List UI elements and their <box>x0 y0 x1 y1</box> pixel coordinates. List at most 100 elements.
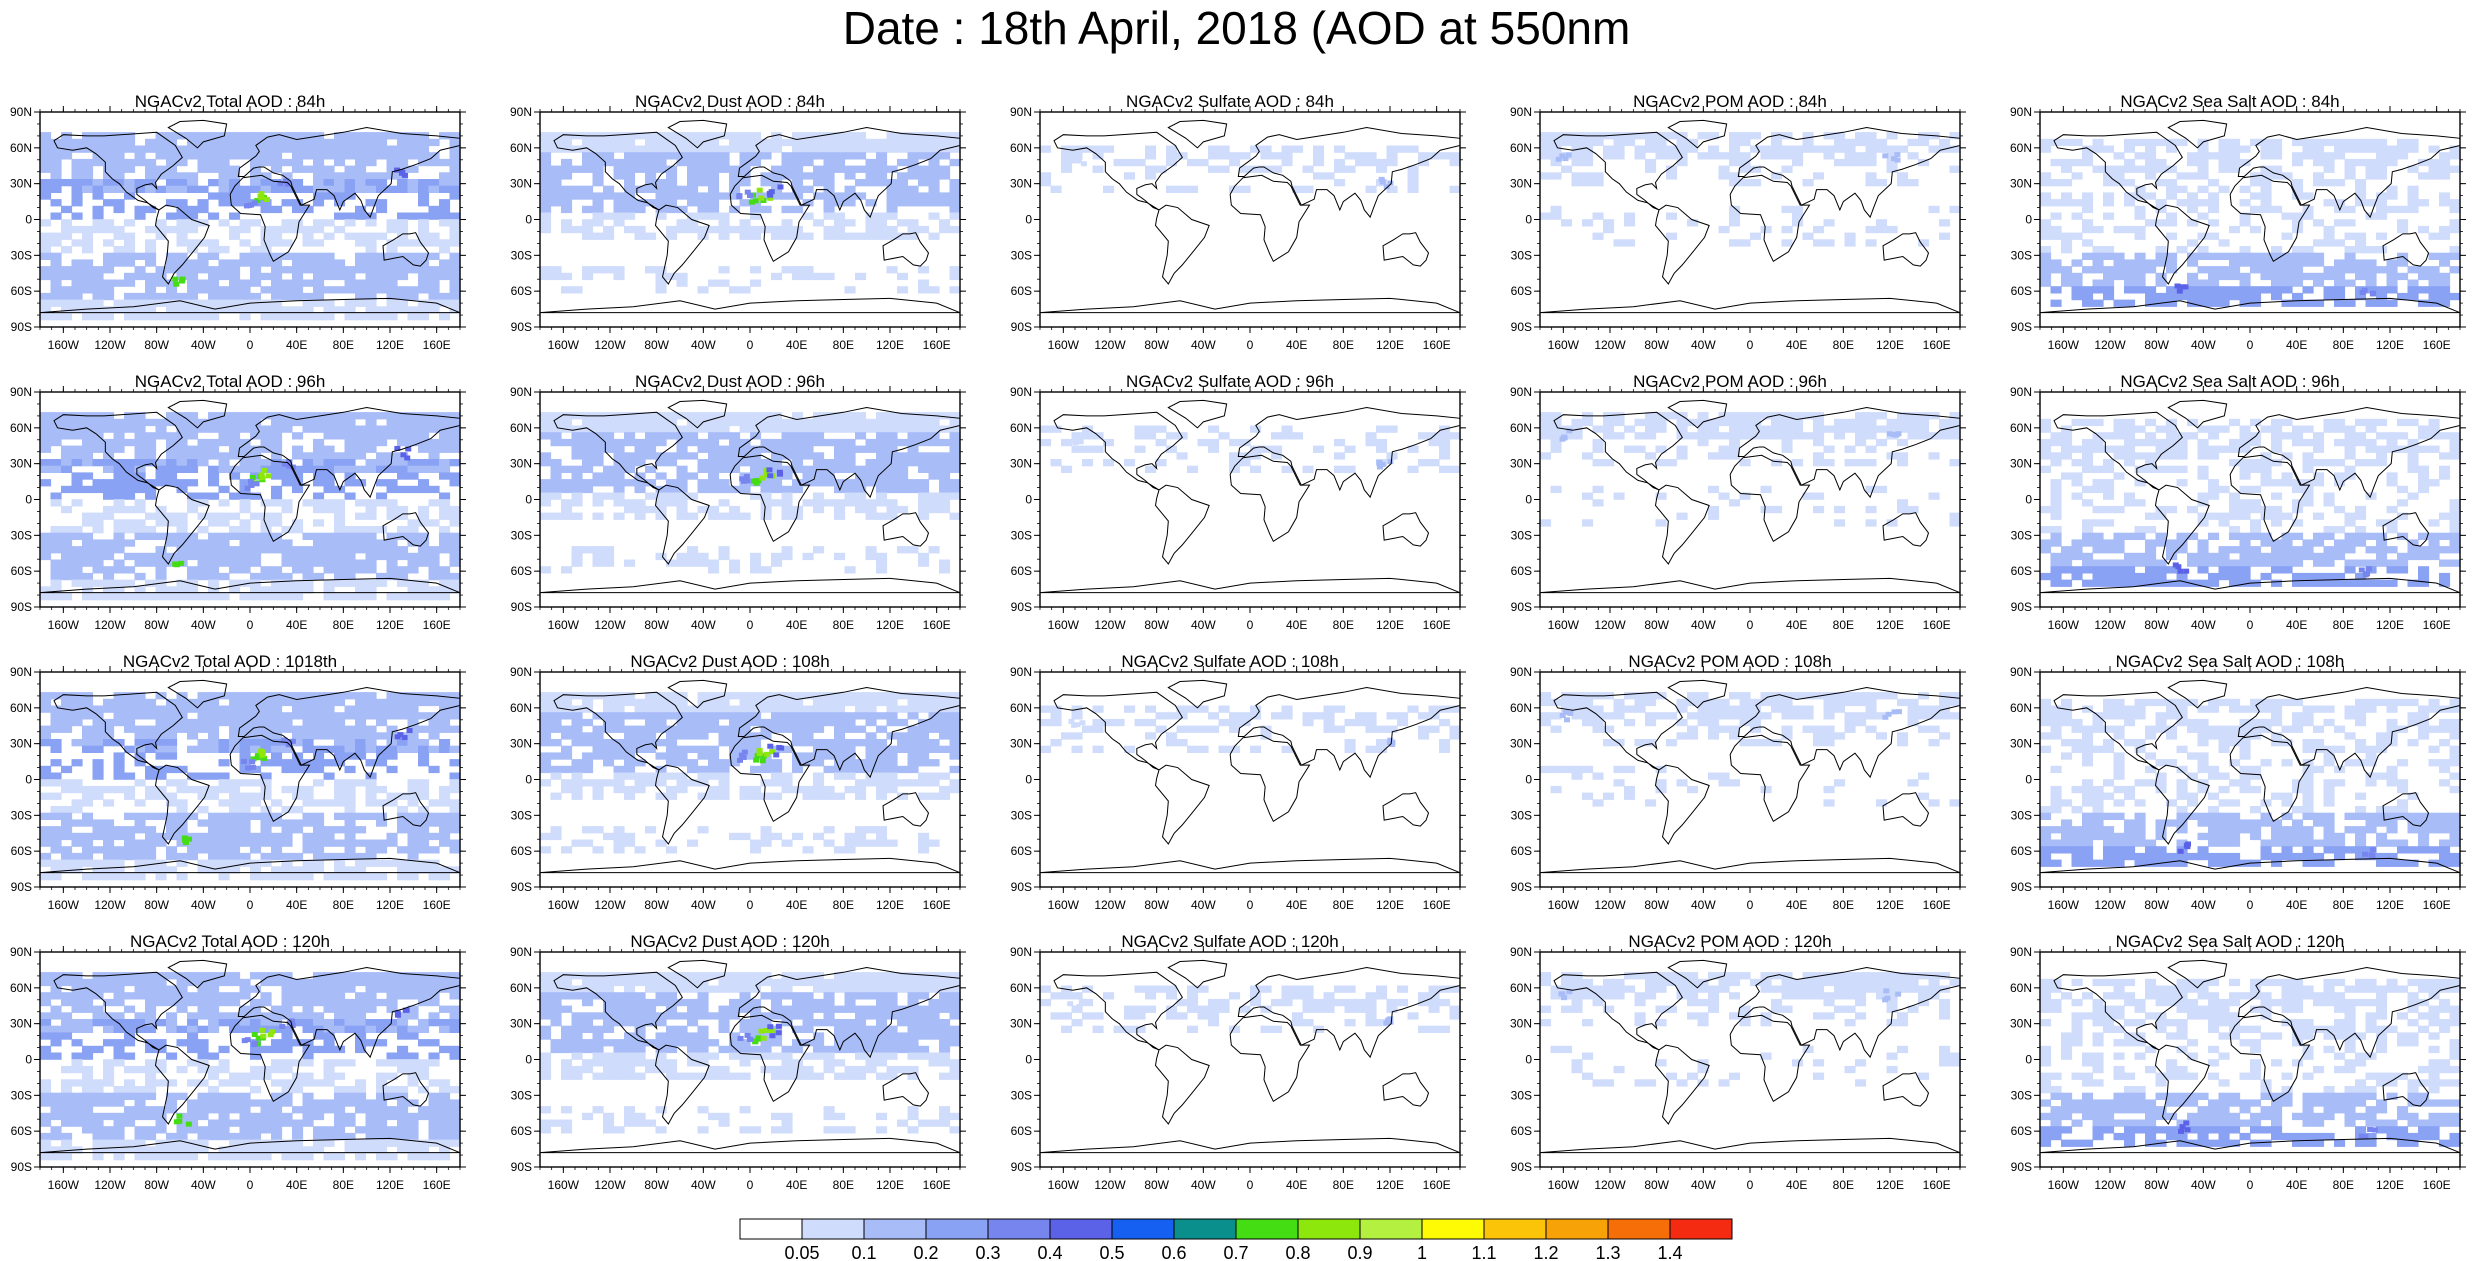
aod-hotspot <box>1562 156 1569 162</box>
aod-cell <box>645 199 657 207</box>
aod-cell <box>1708 152 1720 160</box>
aod-hotspot <box>2361 287 2368 293</box>
aod-cell <box>1666 132 1678 140</box>
aod-cell <box>907 138 919 147</box>
aod-cell <box>813 499 825 507</box>
aod-cell <box>834 199 846 207</box>
aod-cell <box>2260 199 2272 207</box>
aod-cell <box>155 138 167 147</box>
aod-cell <box>439 492 451 500</box>
aod-cell <box>792 232 804 240</box>
lon-label: 80E <box>1333 338 1354 352</box>
lat-label: 90S <box>2011 320 2032 334</box>
aod-cell <box>197 306 209 314</box>
aod-cell <box>50 232 62 240</box>
aod-cell <box>1407 445 1419 453</box>
coastline-africa <box>2229 174 2311 263</box>
aod-cell <box>428 205 440 214</box>
aod-cell <box>418 459 430 467</box>
aod-cell <box>886 179 898 187</box>
aod-cell <box>2134 266 2146 274</box>
aod-cell <box>718 232 730 240</box>
aod-cell <box>886 192 898 200</box>
aod-cell <box>355 286 367 294</box>
aod-cell <box>103 593 115 601</box>
aod-cell <box>655 165 667 173</box>
aod-cell <box>281 465 293 473</box>
aod-cell <box>687 132 699 140</box>
aod-cell <box>92 593 104 601</box>
aod-cell <box>134 459 146 467</box>
aod-cell <box>781 438 793 447</box>
aod-cell <box>439 593 451 601</box>
aod-cell <box>176 219 188 227</box>
aod-cell <box>428 292 440 301</box>
aod-cell <box>313 145 325 153</box>
aod-cell <box>82 232 94 240</box>
aod-cell <box>760 499 772 507</box>
aod-cell <box>1271 165 1283 173</box>
aod-cell <box>50 559 62 567</box>
aod-cell <box>540 512 552 520</box>
aod-cell <box>2103 252 2115 260</box>
aod-cell <box>397 472 409 480</box>
aod-cell <box>550 192 562 200</box>
aod-cell <box>250 552 262 561</box>
aod-cell <box>239 526 251 534</box>
aod-hotspot <box>405 446 412 452</box>
aod-cell <box>145 179 157 187</box>
aod-cell <box>2050 179 2062 187</box>
aod-cell <box>166 179 178 187</box>
aod-cell <box>260 445 272 453</box>
coastline-north-america <box>53 131 183 211</box>
aod-cell <box>103 259 115 267</box>
aod-cell <box>439 526 451 534</box>
aod-cell <box>760 138 772 147</box>
aod-cell <box>708 479 720 487</box>
aod-cell <box>886 432 898 440</box>
aod-hotspot <box>777 184 784 190</box>
aod-cell <box>439 546 451 554</box>
aod-cell <box>407 552 419 561</box>
aod-cell <box>645 492 657 500</box>
aod-cell <box>834 165 846 173</box>
aod-cell <box>823 132 835 140</box>
aod-cell <box>2292 158 2304 167</box>
aod-cell <box>2145 192 2157 200</box>
aod-cell <box>876 225 888 234</box>
aod-cell <box>1365 432 1377 440</box>
aod-cell <box>603 225 615 234</box>
aod-cell <box>407 432 419 440</box>
aod-cell <box>197 552 209 561</box>
aod-cell <box>449 519 461 527</box>
aod-cell <box>1166 445 1178 453</box>
coastline-greenland <box>667 399 728 429</box>
aod-cell <box>113 505 125 514</box>
aod-hotspot <box>179 276 186 282</box>
aod-cell <box>2124 225 2136 234</box>
aod-cell <box>134 505 146 514</box>
aod-cell <box>1449 158 1461 167</box>
aod-cell <box>218 306 230 314</box>
aod-cell <box>1281 145 1293 153</box>
aod-cell <box>592 512 604 520</box>
aod-cell <box>2407 165 2419 173</box>
aod-cell <box>603 425 615 433</box>
aod-cell <box>407 152 419 160</box>
aod-cell <box>124 313 136 321</box>
aod-cell <box>397 145 409 153</box>
aod-cell <box>844 418 856 427</box>
aod-cell <box>2040 225 2052 234</box>
aod-cell <box>103 165 115 173</box>
aod-cell <box>2302 252 2314 260</box>
aod-cell <box>439 239 451 247</box>
aod-cell <box>218 172 230 180</box>
aod-cell <box>355 546 367 554</box>
aod-cell <box>239 539 251 547</box>
aod-cell <box>2439 259 2451 267</box>
aod-cell <box>386 485 398 494</box>
aod-cell <box>113 252 125 260</box>
aod-cell <box>313 532 325 540</box>
aod-cell <box>939 566 951 574</box>
aod-cell <box>865 499 877 507</box>
